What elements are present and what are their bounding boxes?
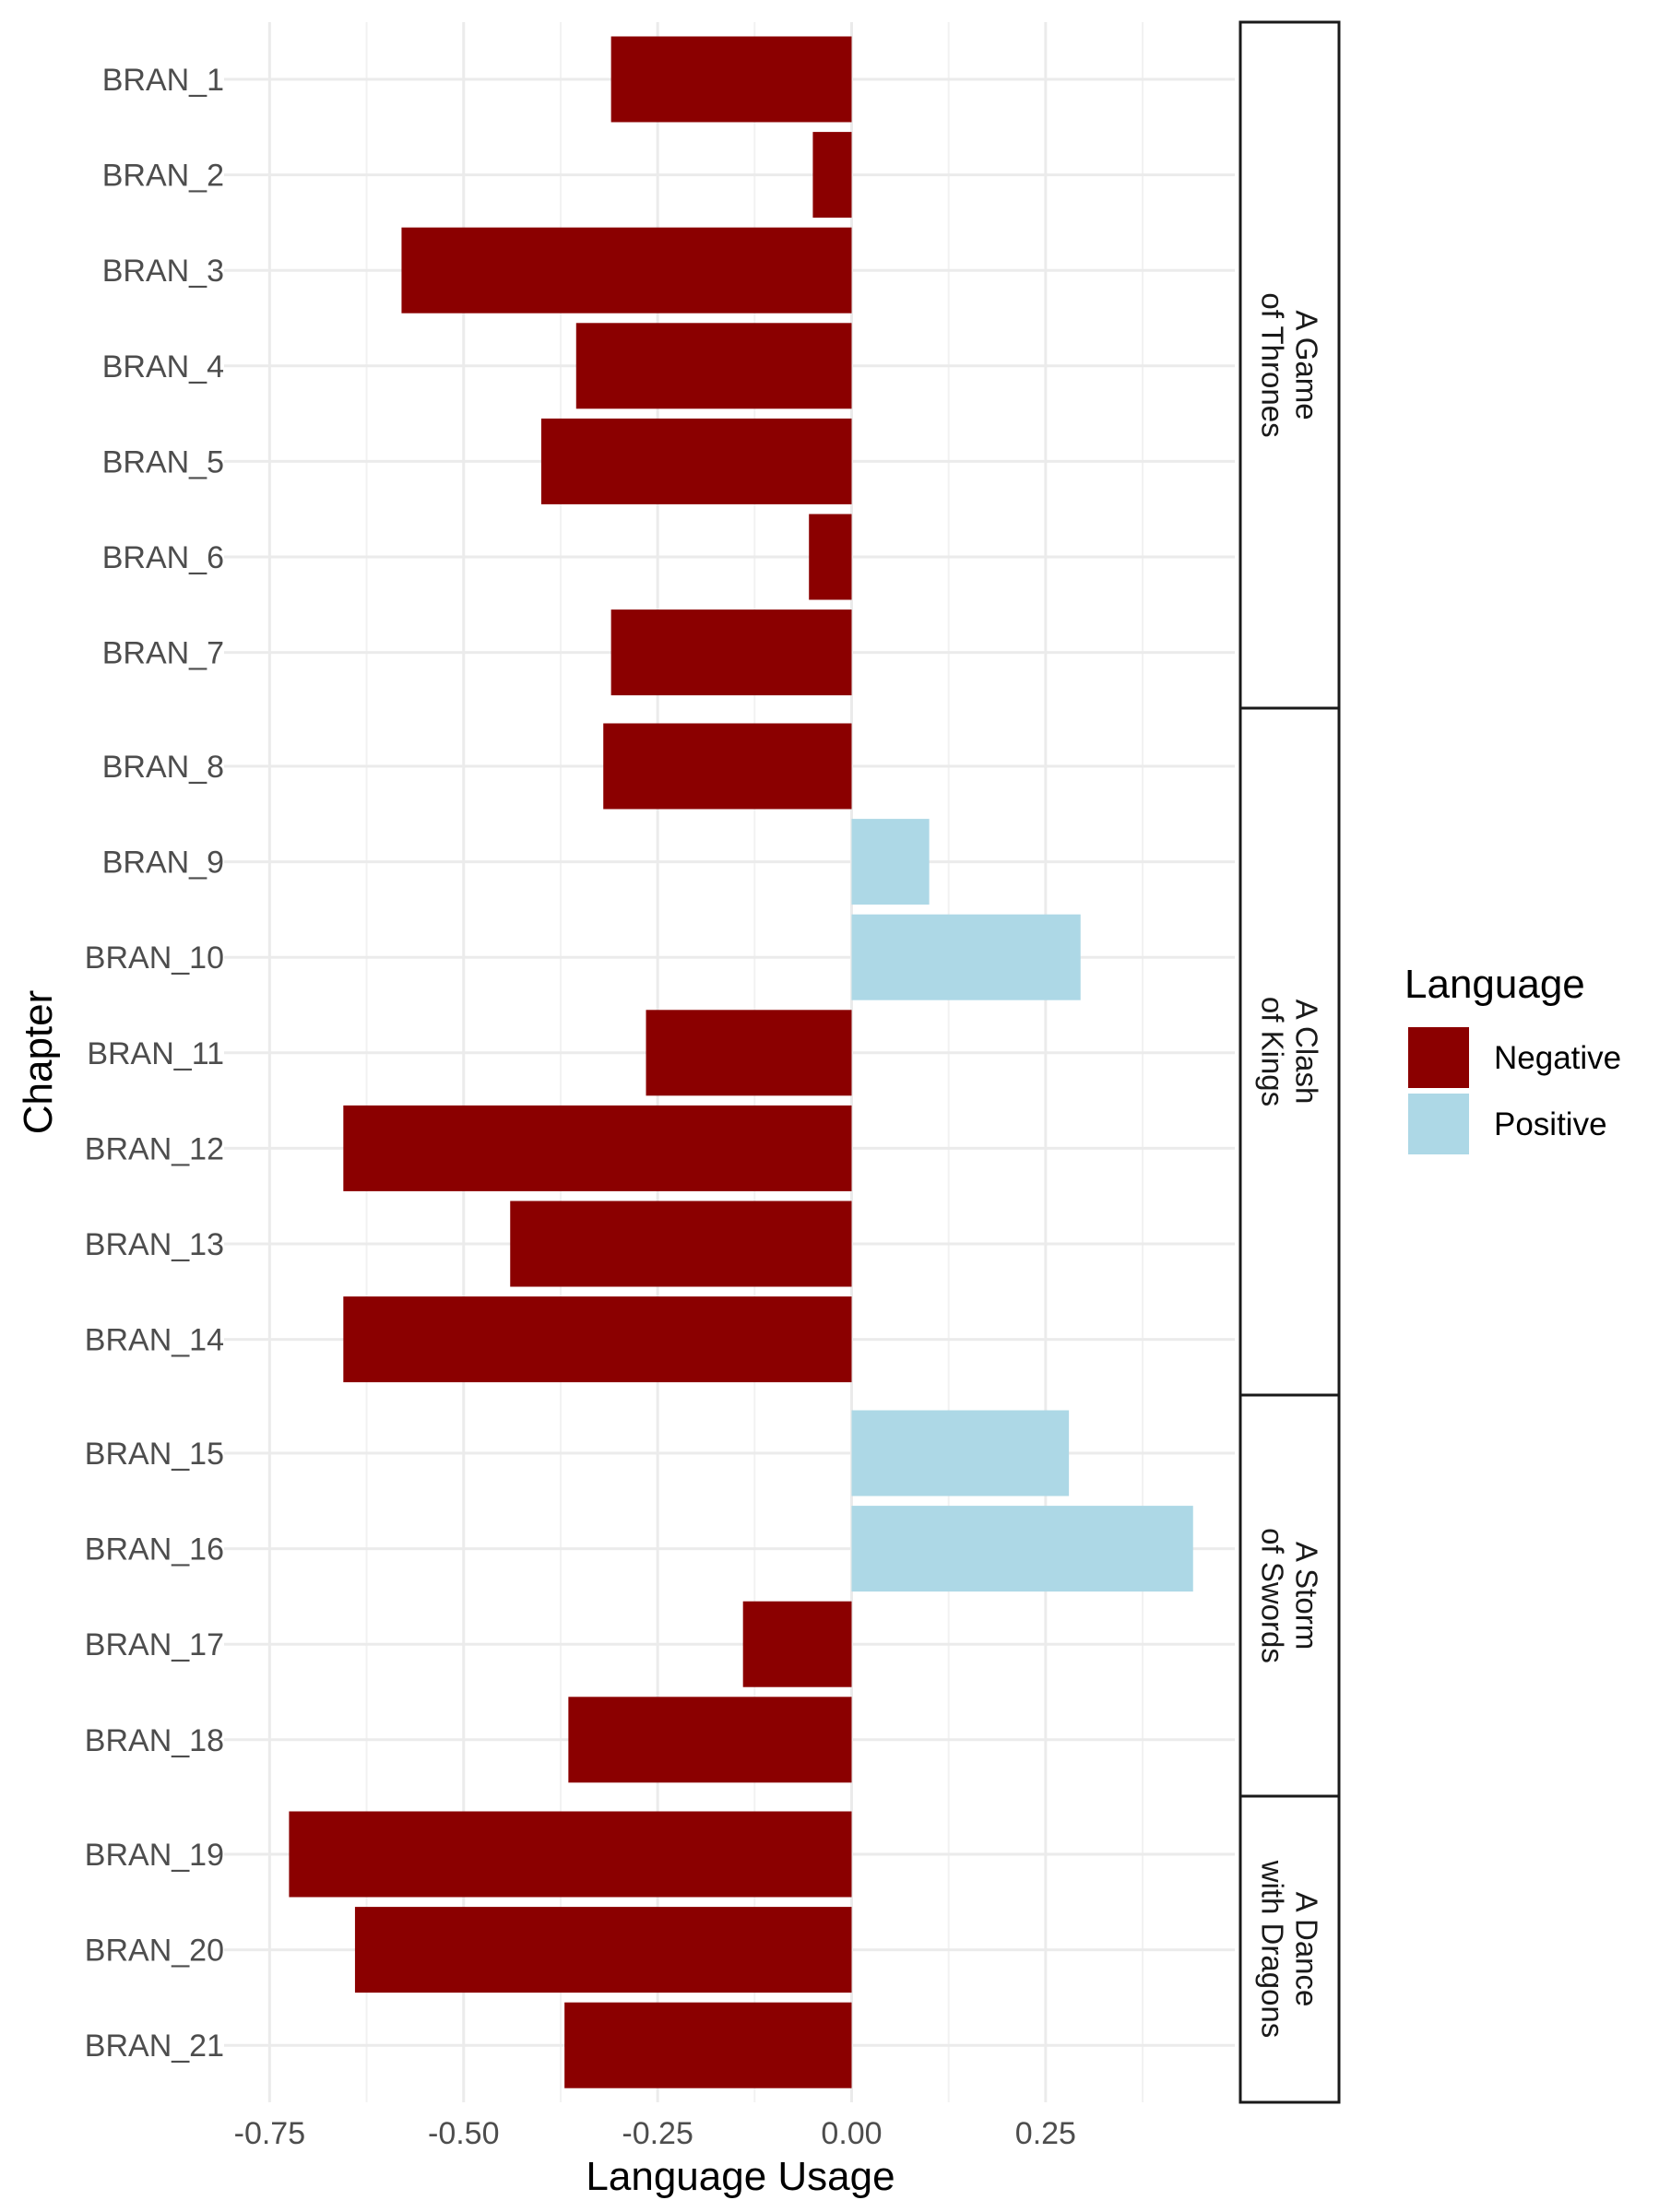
bar-bran_12 [343,1105,852,1191]
x-tick-labels: -0.75 -0.50 -0.25 0.00 0.25 [234,2116,1076,2151]
y-tick-label: BRAN_21 [85,2029,224,2064]
bar-bran_2 [812,132,852,219]
bar-bran_13 [510,1201,852,1287]
facet-strips: A Gameof Thrones A Clashof Kings A Stormof… [1238,20,1341,2104]
y-tick-label: BRAN_10 [85,940,224,976]
bar-bran_3 [401,227,852,313]
facet-strip-label: A Stormof Swords [1256,1528,1324,1663]
y-tick-labels: BRAN_1 BRAN_2 BRAN_3 BRAN_4 BRAN_5 BRAN_6 BRAN… [85,63,224,2064]
y-tick-label: BRAN_19 [85,1838,224,1873]
y-tick-label: BRAN_18 [85,1723,224,1758]
legend: Language Negative Positive [1404,962,1621,1154]
legend-swatch-positive [1408,1094,1469,1154]
bar-bran_10 [851,914,1081,1000]
facet-strip-label: A Dancewith Dragons [1256,1860,1324,2039]
bar-bran_6 [809,514,852,600]
legend-title: Language [1404,962,1585,1007]
y-tick-label: BRAN_1 [102,63,224,98]
x-tick-label: -0.75 [234,2116,306,2151]
legend-label-negative: Negative [1494,1040,1621,1076]
y-axis-title: Chapter [16,990,61,1135]
bar-bran_1 [610,36,852,123]
facet-strip-label: A Clashof Kings [1256,997,1324,1106]
bar-bran_19 [289,1811,852,1898]
y-tick-label: BRAN_4 [102,349,224,384]
facet-strip [1238,1794,1341,2104]
x-tick-label: -0.25 [622,2116,693,2151]
bar-bran_5 [540,418,852,504]
y-tick-label: BRAN_2 [102,159,224,194]
bar-bran_11 [646,1010,852,1096]
bar-bran_17 [742,1601,852,1687]
x-tick-label: -0.50 [428,2116,500,2151]
bar-bran_9 [851,819,930,905]
bar-bran_14 [343,1296,852,1383]
y-tick-label: BRAN_17 [85,1627,224,1662]
y-tick-label: BRAN_7 [102,636,224,671]
x-axis-title: Language Usage [586,2154,895,2199]
y-tick-label: BRAN_16 [85,1532,224,1567]
legend-swatch-negative [1408,1027,1469,1088]
bars-layer [289,36,1193,2088]
y-tick-label: BRAN_15 [85,1437,224,1472]
y-tick-label: BRAN_6 [102,540,224,575]
facet-strip [1238,20,1341,710]
bar-bran_20 [354,1907,852,1993]
bar-bran_4 [575,323,852,409]
y-tick-label: BRAN_5 [102,444,224,479]
y-tick-label: BRAN_12 [85,1131,224,1166]
x-tick-label: 0.25 [1015,2116,1076,2151]
bar-bran_21 [564,2002,852,2088]
y-tick-label: BRAN_13 [85,1227,224,1262]
legend-label-positive: Positive [1494,1106,1607,1142]
y-tick-label: BRAN_11 [87,1036,224,1071]
y-tick-label: BRAN_8 [102,750,224,785]
bar-bran_18 [568,1697,852,1783]
y-tick-label: BRAN_20 [85,1934,224,1969]
facet-strip-label: A Gameof Thrones [1256,292,1324,437]
x-tick-label: 0.00 [821,2116,882,2151]
y-tick-label: BRAN_14 [85,1323,224,1358]
facet-strip [1238,1393,1341,1798]
bar-bran_7 [610,609,852,696]
y-tick-label: BRAN_9 [102,846,224,881]
facet-strip [1238,706,1341,1397]
y-tick-label: BRAN_3 [102,254,224,289]
bar-bran_8 [603,723,852,810]
bar-bran_16 [851,1506,1193,1592]
bar-bran_15 [851,1410,1070,1496]
